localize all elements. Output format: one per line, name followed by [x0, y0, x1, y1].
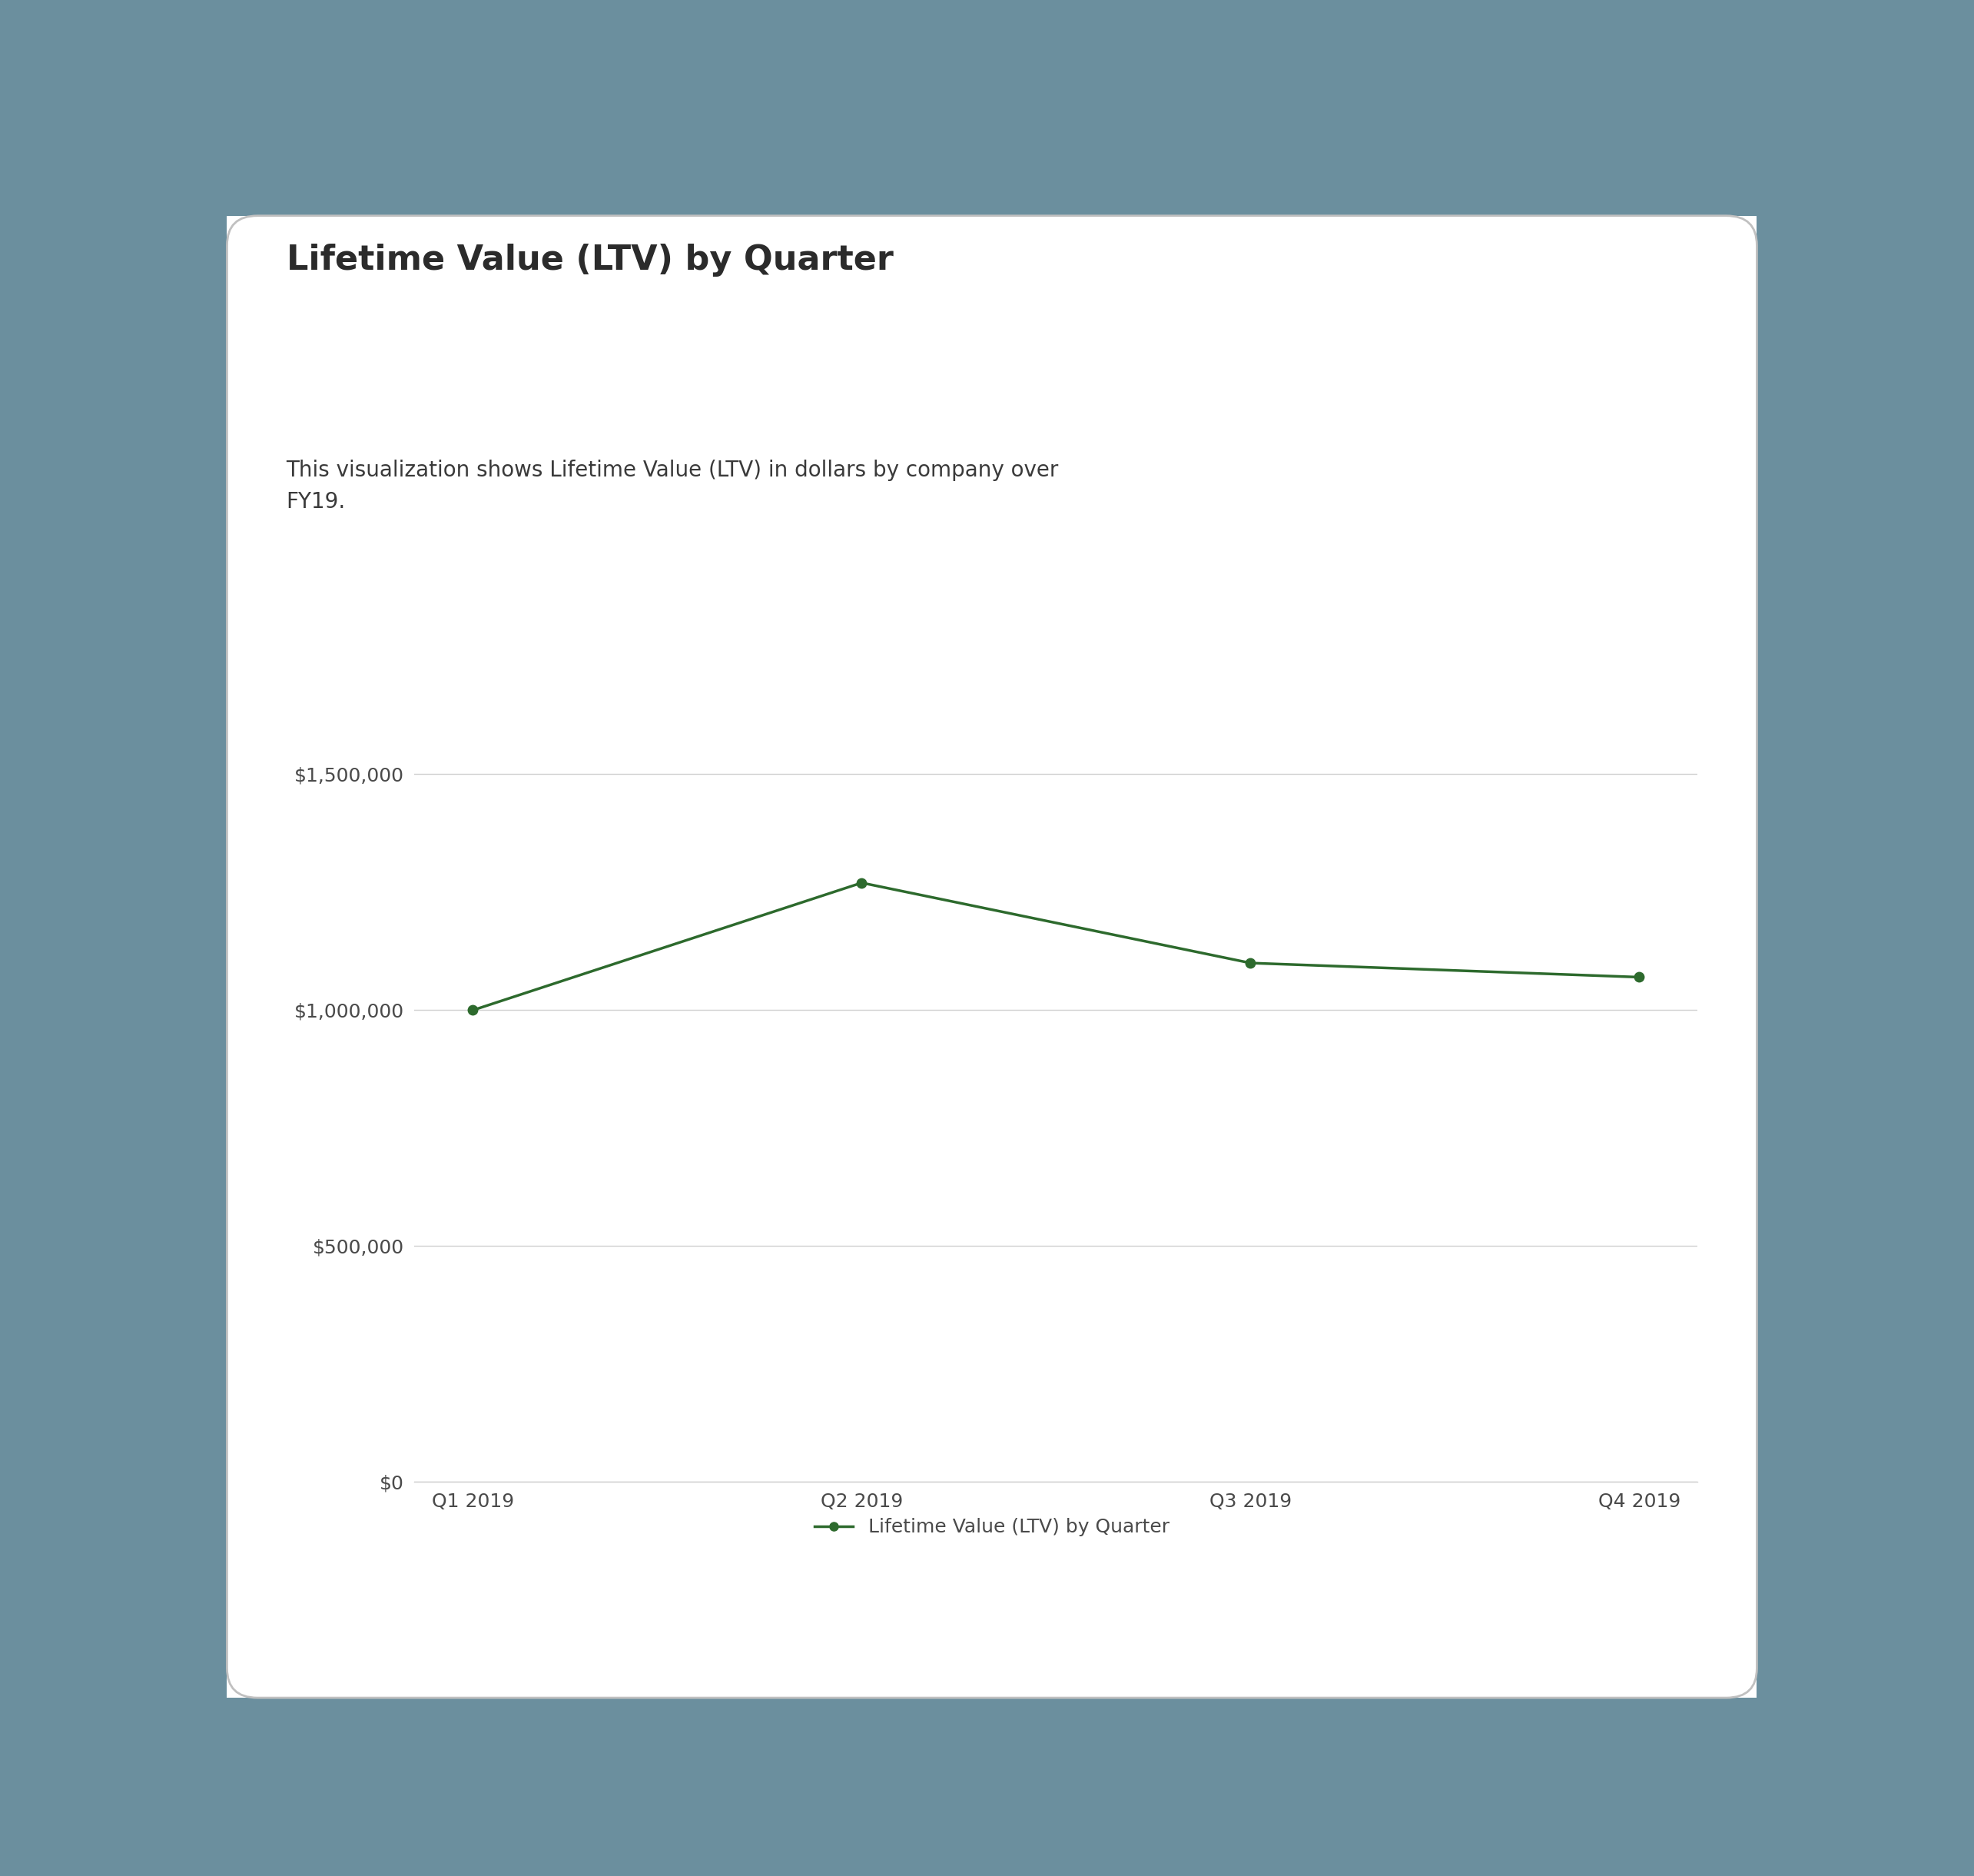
Legend: Lifetime Value (LTV) by Quarter: Lifetime Value (LTV) by Quarter — [807, 1510, 1177, 1544]
Text: Lifetime Value (LTV) by Quarter: Lifetime Value (LTV) by Quarter — [286, 244, 892, 278]
Text: This visualization shows Lifetime Value (LTV) in dollars by company over
FY19.: This visualization shows Lifetime Value … — [286, 460, 1058, 512]
FancyBboxPatch shape — [227, 216, 1757, 1698]
